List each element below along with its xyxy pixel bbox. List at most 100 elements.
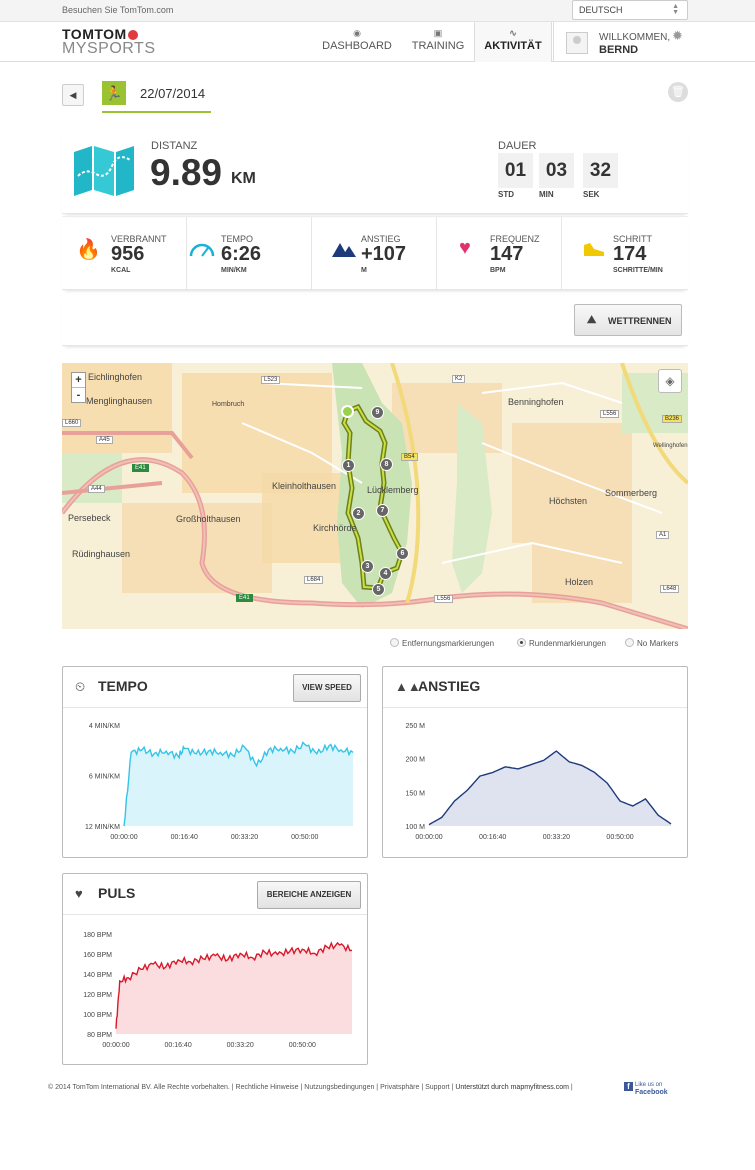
language-value: DEUTSCH xyxy=(579,5,623,15)
avatar xyxy=(566,32,588,54)
x-tick-label: 00:50:00 xyxy=(289,1042,316,1049)
visit-tomtom-link[interactable]: Besuchen Sie TomTom.com xyxy=(62,5,174,15)
mountain-icon xyxy=(332,243,356,257)
lap-marker[interactable]: 9 xyxy=(371,406,384,419)
facebook-like-link[interactable]: f Like us on Facebook xyxy=(624,1082,668,1097)
footer-link[interactable]: Nutzungsbedingungen xyxy=(304,1084,375,1091)
fb-top-text: Like us on xyxy=(635,1082,663,1088)
powered-by-link[interactable]: Unterstützt durch mapmyfitness.com xyxy=(455,1084,569,1091)
distance-label: DISTANZ xyxy=(151,140,198,152)
route-map[interactable]: Eichlinghofen Menglinghausen Hombruch Be… xyxy=(62,363,688,629)
x-tick-label: 00:00:00 xyxy=(415,834,442,841)
ascent-panel: 250 M 200 M 150 M 100 M 00:00:00 00:16:40 00:3… xyxy=(382,666,688,858)
trash-icon[interactable]: 🗑 xyxy=(668,82,688,102)
puls-area xyxy=(116,942,352,1034)
race-button[interactable]: ⛰ WETTRENNEN xyxy=(574,304,682,336)
dashboard-icon: ◉ xyxy=(353,28,361,38)
y-tick-label: 140 BPM xyxy=(83,972,112,979)
y-tick-label: 12 MIN/KM xyxy=(85,824,120,831)
show-zones-button[interactable]: BEREICHE ANZEIGEN xyxy=(257,881,361,909)
map-road-label: E41 xyxy=(236,594,253,602)
map-road-label: B54 xyxy=(401,453,418,461)
duration-label: DAUER xyxy=(498,140,537,152)
radio-lap-markers[interactable]: Rundenmarkierungen xyxy=(517,638,606,648)
user-name: BERND xyxy=(599,44,639,56)
map-place-label: Holzen xyxy=(565,577,594,587)
map-road-label: K2 xyxy=(452,375,466,383)
triangle-left-icon: ◀ xyxy=(69,90,77,100)
map-road-label: L556 xyxy=(434,595,454,603)
top-bar: Besuchen Sie TomTom.com DEUTSCH ▲ ▼ xyxy=(0,0,755,22)
footer-link[interactable]: Support xyxy=(425,1084,450,1091)
folded-map-icon xyxy=(74,146,134,196)
lap-marker[interactable]: 1 xyxy=(342,459,355,472)
y-tick-label: 250 M xyxy=(406,723,426,730)
y-tick-label: 200 M xyxy=(406,757,426,764)
map-road-label: E41 xyxy=(132,464,149,472)
y-tick-label: 160 BPM xyxy=(83,952,112,959)
tomtom-mysports-logo[interactable]: TOMTOM MYSPORTS xyxy=(62,26,156,58)
stat-label: SCHRITT xyxy=(613,234,652,244)
radio-circle-icon xyxy=(390,638,399,647)
view-speed-button[interactable]: VIEW SPEED xyxy=(293,674,361,702)
y-tick-label: 150 M xyxy=(406,790,426,797)
route-start-marker xyxy=(341,405,354,418)
y-tick-label: 80 BPM xyxy=(87,1032,112,1039)
map-place-label: Benninghofen xyxy=(508,397,564,407)
stat-cadence: SCHRITT 174 SCHRITTE/MIN xyxy=(562,217,687,291)
gear-icon[interactable]: ✹ xyxy=(672,28,683,43)
radio-label: Rundenmarkierungen xyxy=(529,639,606,648)
zoom-in-button[interactable]: + xyxy=(72,373,85,388)
tempo-area xyxy=(124,742,353,826)
map-zoom-control: + - xyxy=(71,372,86,403)
x-tick-label: 00:00:00 xyxy=(110,834,137,841)
lap-marker[interactable]: 2 xyxy=(352,507,365,520)
map-place-label: Hombruch xyxy=(212,401,245,408)
zoom-out-button[interactable]: - xyxy=(76,389,81,401)
map-place-label: Persebeck xyxy=(68,513,111,523)
copyright-text: © 2014 TomTom International BV. Alle Rec… xyxy=(48,1084,230,1091)
map-road-label: L684 xyxy=(304,576,324,584)
y-tick-label: 100 M xyxy=(406,824,426,831)
radio-circle-icon xyxy=(625,638,634,647)
stat-value: 174 xyxy=(613,243,647,265)
stat-label: VERBRANNT xyxy=(111,234,167,244)
activity-date-bar: ◀ 🏃 22/07/2014 🗑 xyxy=(62,78,688,118)
y-tick-label: 120 BPM xyxy=(83,992,112,999)
stat-label: ANSTIEG xyxy=(361,234,401,244)
x-tick-label: 00:00:00 xyxy=(102,1042,129,1049)
shoe-icon xyxy=(584,243,604,256)
previous-activity-button[interactable]: ◀ xyxy=(62,84,84,106)
flame-icon: 🔥 xyxy=(76,239,101,261)
footer-link[interactable]: Rechtliche Hinweise xyxy=(235,1084,299,1091)
lap-marker[interactable]: 7 xyxy=(376,504,389,517)
nav-aktivitaet[interactable]: ∿ AKTIVITÄT xyxy=(474,22,552,62)
user-menu[interactable]: WILLKOMMEN, BERND xyxy=(553,22,698,62)
language-select[interactable]: DEUTSCH ▲ ▼ xyxy=(572,0,688,20)
nav-training-label: TRAINING xyxy=(411,40,465,52)
lap-marker[interactable]: 6 xyxy=(396,547,409,560)
nav-dashboard[interactable]: ◉ DASHBOARD xyxy=(318,22,396,62)
lap-marker[interactable]: 3 xyxy=(361,560,374,573)
nav-training[interactable]: ▣ TRAINING xyxy=(405,22,471,62)
lap-marker[interactable]: 8 xyxy=(380,458,393,471)
radio-no-markers[interactable]: No Markers xyxy=(625,638,678,648)
ascent-chart: 250 M 200 M 150 M 100 M 00:00:00 00:16:40 00:3… xyxy=(406,723,672,841)
lap-marker[interactable]: 5 xyxy=(372,583,385,596)
training-icon: ▣ xyxy=(433,28,443,38)
tempo-chart: 4 MIN/KM 6 MIN/KM 12 MIN/KM 00:00:00 00:16:4… xyxy=(85,723,354,841)
race-button-label: WETTRENNEN xyxy=(608,316,672,326)
map-place-label: Großholthausen xyxy=(176,514,241,524)
stat-value: 147 xyxy=(490,243,524,265)
marker-options: Entfernungsmarkierungen Rundenmarkierung… xyxy=(0,638,685,650)
x-tick-label: 00:33:20 xyxy=(543,834,570,841)
lap-marker[interactable]: 4 xyxy=(379,567,392,580)
layers-icon[interactable]: ◈ xyxy=(658,369,682,393)
radio-distance-markers[interactable]: Entfernungsmarkierungen xyxy=(390,638,494,648)
heart-pulse-icon: ♥ xyxy=(75,886,83,901)
mountain-icon: ▲▲ xyxy=(395,679,421,694)
y-tick-label: 180 BPM xyxy=(83,932,112,939)
footer-link[interactable]: Privatsphäre xyxy=(380,1084,420,1091)
distance-value: 9.89 xyxy=(150,152,223,193)
map-road-label: B236 xyxy=(662,415,683,423)
